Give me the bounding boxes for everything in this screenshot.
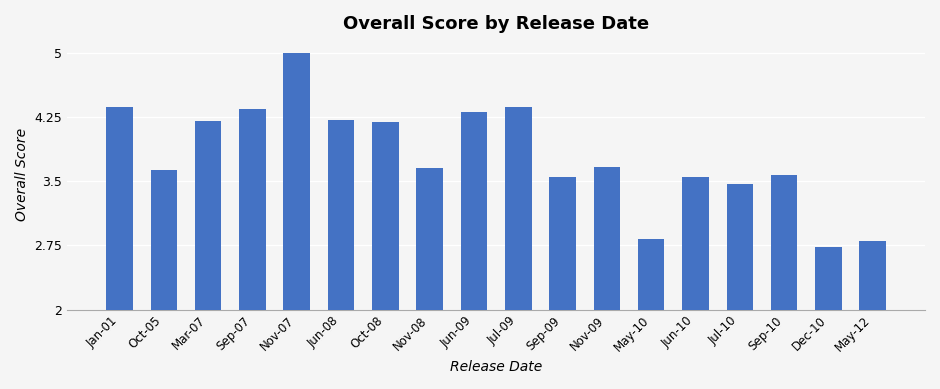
Bar [638, 238, 665, 389]
Bar [505, 107, 532, 389]
Y-axis label: Overall Score: Overall Score [15, 128, 29, 221]
Bar [106, 107, 133, 389]
Bar [859, 241, 886, 389]
Bar [682, 177, 709, 389]
Bar [372, 122, 399, 389]
Bar [461, 112, 487, 389]
Bar [328, 120, 354, 389]
Bar [549, 177, 576, 389]
Title: Overall Score by Release Date: Overall Score by Release Date [343, 15, 650, 33]
Bar [594, 167, 620, 389]
Bar [727, 184, 753, 389]
Bar [195, 121, 222, 389]
Bar [815, 247, 841, 389]
Bar [416, 168, 443, 389]
Bar [150, 170, 177, 389]
Bar [771, 175, 797, 389]
X-axis label: Release Date: Release Date [450, 360, 542, 374]
Bar [239, 109, 266, 389]
Bar [284, 53, 310, 389]
